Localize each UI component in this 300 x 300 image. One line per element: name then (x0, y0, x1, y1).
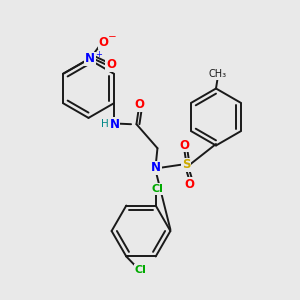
Text: O: O (184, 178, 194, 191)
Text: +: + (95, 50, 102, 59)
Text: N: N (110, 118, 120, 131)
Text: −: − (108, 32, 116, 42)
Text: N: N (151, 161, 161, 174)
Text: O: O (98, 36, 109, 49)
Text: O: O (134, 98, 145, 111)
Text: O: O (106, 58, 116, 71)
Text: Cl: Cl (135, 265, 147, 275)
Text: H: H (101, 119, 109, 129)
Text: N: N (85, 52, 95, 65)
Text: S: S (182, 158, 190, 171)
Text: O: O (179, 139, 190, 152)
Text: CH₃: CH₃ (208, 69, 226, 79)
Text: Cl: Cl (151, 184, 163, 194)
